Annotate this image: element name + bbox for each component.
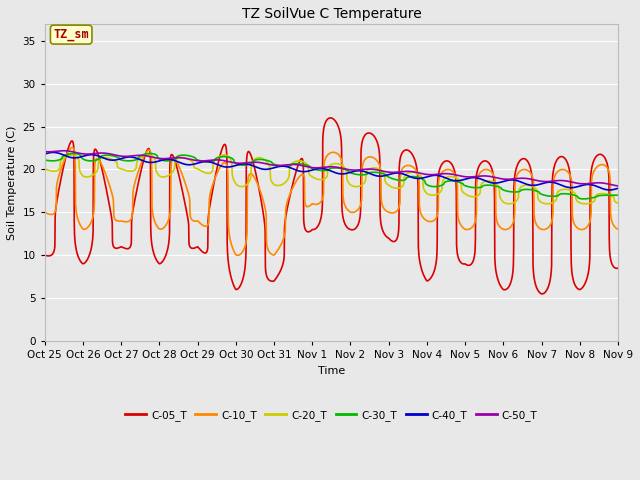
- C-50_T: [41, 149, 49, 155]
- C-20_T: [201, 170, 209, 176]
- C-50_T: [348, 167, 356, 173]
- C-30_T: [580, 196, 588, 202]
- C-05_T: [538, 291, 546, 297]
- C-10_T: [564, 169, 572, 175]
- C-50_T: [580, 181, 588, 187]
- C-40_T: [564, 184, 572, 190]
- C-40_T: [49, 149, 57, 155]
- C-50_T: [361, 167, 369, 172]
- C-05_T: [499, 286, 506, 291]
- C-40_T: [499, 179, 506, 185]
- C-40_T: [580, 182, 588, 188]
- C-40_T: [201, 159, 209, 165]
- C-50_T: [201, 158, 209, 164]
- C-10_T: [234, 252, 242, 258]
- C-30_T: [70, 151, 77, 156]
- C-50_T: [499, 176, 506, 182]
- C-30_T: [614, 192, 622, 198]
- C-05_T: [580, 283, 588, 289]
- C-05_T: [326, 115, 334, 121]
- C-30_T: [564, 191, 572, 197]
- C-20_T: [41, 166, 49, 172]
- Line: C-40_T: C-40_T: [45, 152, 618, 190]
- C-05_T: [348, 227, 356, 233]
- Text: TZ_sm: TZ_sm: [53, 28, 89, 41]
- C-20_T: [499, 198, 506, 204]
- C-20_T: [614, 200, 622, 206]
- C-20_T: [145, 152, 152, 158]
- C-50_T: [564, 178, 572, 184]
- Line: C-10_T: C-10_T: [45, 148, 618, 255]
- C-50_T: [60, 148, 67, 154]
- C-05_T: [614, 265, 622, 271]
- C-20_T: [348, 183, 356, 189]
- C-05_T: [564, 161, 572, 167]
- C-10_T: [614, 227, 622, 232]
- C-30_T: [499, 187, 506, 192]
- C-20_T: [506, 201, 513, 207]
- C-40_T: [41, 151, 49, 157]
- Line: C-50_T: C-50_T: [45, 151, 618, 186]
- C-30_T: [348, 170, 356, 176]
- Line: C-30_T: C-30_T: [45, 154, 618, 199]
- C-40_T: [614, 185, 622, 191]
- C-20_T: [564, 187, 572, 192]
- X-axis label: Time: Time: [318, 366, 345, 376]
- C-30_T: [361, 172, 369, 178]
- C-20_T: [580, 201, 588, 206]
- Line: C-20_T: C-20_T: [45, 155, 618, 204]
- C-30_T: [580, 196, 588, 202]
- C-10_T: [41, 209, 49, 215]
- C-10_T: [580, 227, 588, 232]
- C-40_T: [361, 169, 369, 175]
- C-10_T: [68, 145, 76, 151]
- C-30_T: [201, 159, 209, 165]
- C-40_T: [348, 169, 356, 175]
- C-05_T: [361, 132, 369, 138]
- C-10_T: [499, 226, 506, 232]
- C-50_T: [614, 183, 622, 189]
- C-10_T: [201, 223, 209, 229]
- Title: TZ SoilVue C Temperature: TZ SoilVue C Temperature: [241, 7, 421, 21]
- Line: C-05_T: C-05_T: [45, 118, 618, 294]
- C-40_T: [605, 187, 613, 193]
- C-30_T: [41, 157, 49, 163]
- C-10_T: [361, 156, 369, 162]
- C-05_T: [41, 252, 49, 258]
- C-05_T: [201, 250, 209, 256]
- C-10_T: [349, 209, 356, 215]
- Y-axis label: Soil Temperature (C): Soil Temperature (C): [7, 125, 17, 240]
- C-20_T: [361, 180, 369, 185]
- Legend: C-05_T, C-10_T, C-20_T, C-30_T, C-40_T, C-50_T: C-05_T, C-10_T, C-20_T, C-30_T, C-40_T, …: [121, 406, 542, 425]
